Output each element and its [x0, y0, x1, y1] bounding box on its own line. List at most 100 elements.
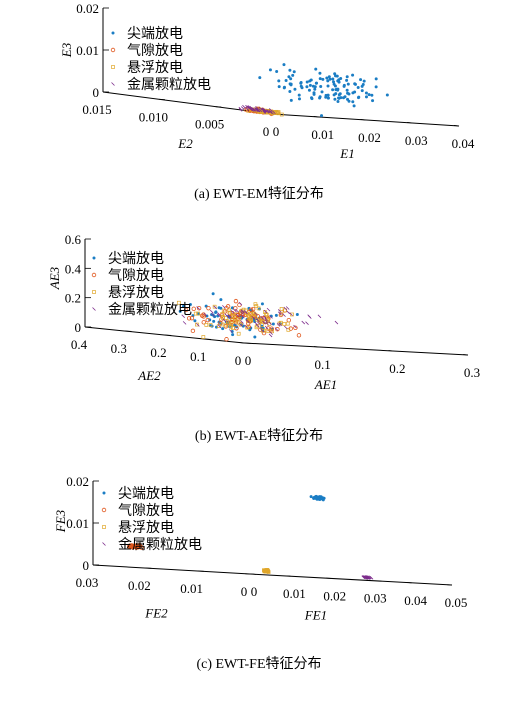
- y-axis-line: [92, 564, 251, 575]
- data-point: [305, 80, 309, 84]
- data-point: [314, 81, 318, 85]
- data-point: [196, 323, 200, 327]
- data-point: [297, 93, 301, 97]
- data-point: [231, 333, 235, 337]
- data-point: [305, 85, 309, 89]
- data-point: [211, 313, 215, 317]
- data-point: [336, 100, 340, 104]
- data-point: [319, 85, 323, 89]
- data-point: [258, 327, 263, 332]
- data-point: [254, 312, 258, 316]
- z-tick-label: 0: [75, 320, 82, 335]
- data-point: [268, 109, 273, 114]
- data-point: [312, 92, 316, 96]
- data-point: [250, 108, 255, 112]
- data-point: [309, 495, 313, 499]
- data-point: [269, 315, 273, 319]
- data-point: [220, 314, 225, 319]
- data-point: [233, 306, 238, 311]
- data-point: [275, 327, 280, 332]
- data-point: [264, 319, 269, 324]
- data-point: [311, 84, 315, 88]
- data-point: [299, 81, 303, 85]
- data-point: [205, 317, 210, 323]
- data-point: [274, 327, 279, 331]
- x-tick-label: 0.3: [464, 365, 480, 380]
- data-point: [137, 543, 142, 549]
- data-point: [212, 319, 216, 323]
- data-point: [336, 88, 340, 92]
- data-point: [235, 313, 240, 318]
- data-point: [255, 108, 260, 112]
- x-axis-label: FE1: [304, 608, 327, 623]
- data-point: [261, 107, 266, 112]
- data-point: [255, 317, 259, 322]
- data-point: [364, 91, 368, 95]
- data-point: [271, 322, 275, 326]
- data-point: [176, 300, 181, 305]
- data-point: [193, 319, 197, 323]
- data-point: [188, 302, 192, 306]
- data-point: [254, 304, 259, 308]
- data-point: [292, 70, 296, 74]
- data-point: [244, 324, 248, 329]
- data-point: [286, 310, 290, 315]
- data-point: [285, 321, 290, 326]
- data-point: [284, 325, 288, 330]
- legend-label: 金属颗粒放电: [127, 77, 211, 93]
- data-point: [337, 96, 341, 100]
- data-point: [288, 90, 292, 94]
- z-tick-label: 0.01: [66, 516, 89, 531]
- data-point: [356, 96, 360, 100]
- data-point: [229, 322, 234, 327]
- data-point: [346, 91, 350, 95]
- chart-caption: (a) EWT-EM特征分布: [194, 186, 324, 202]
- data-point: [236, 320, 241, 325]
- data-point: [322, 496, 326, 500]
- y-tick-label: 0.015: [82, 102, 111, 117]
- data-point: [240, 311, 244, 315]
- data-point: [240, 106, 245, 110]
- data-point: [362, 575, 367, 580]
- data-point: [241, 314, 245, 319]
- data-point: [288, 68, 292, 72]
- data-point: [245, 325, 250, 330]
- x-tick-label: 0: [245, 353, 252, 368]
- z-tick-label: 0.6: [65, 232, 82, 247]
- data-point: [186, 316, 192, 321]
- data-point: [249, 107, 253, 112]
- data-point: [364, 95, 368, 99]
- data-point: [272, 110, 276, 115]
- series-4: [361, 575, 374, 580]
- series-2: [127, 543, 144, 550]
- data-point: [230, 306, 234, 310]
- z-tick-label: 0.4: [65, 261, 82, 276]
- data-point: [245, 107, 249, 111]
- data-point: [250, 306, 256, 312]
- data-point: [361, 575, 366, 580]
- data-point: [238, 106, 243, 111]
- data-point: [282, 313, 286, 317]
- x-tick-label: 0.2: [389, 361, 405, 376]
- data-point: [92, 290, 96, 294]
- data-point: [320, 90, 324, 94]
- data-point: [252, 107, 256, 111]
- data-point: [312, 496, 316, 500]
- data-point: [221, 308, 226, 313]
- data-point: [262, 109, 267, 113]
- data-point: [199, 313, 205, 318]
- data-point: [367, 575, 371, 580]
- data-point: [248, 307, 254, 313]
- data-point: [227, 322, 232, 327]
- data-point: [321, 77, 325, 81]
- data-point: [190, 328, 196, 334]
- data-point: [183, 307, 189, 313]
- x-tick-label: 0: [251, 584, 258, 599]
- data-point: [356, 86, 360, 90]
- data-point: [367, 93, 371, 97]
- data-point: [92, 256, 96, 260]
- data-point: [231, 326, 235, 330]
- data-point: [270, 110, 274, 115]
- y-tick-label: 0.010: [139, 109, 168, 124]
